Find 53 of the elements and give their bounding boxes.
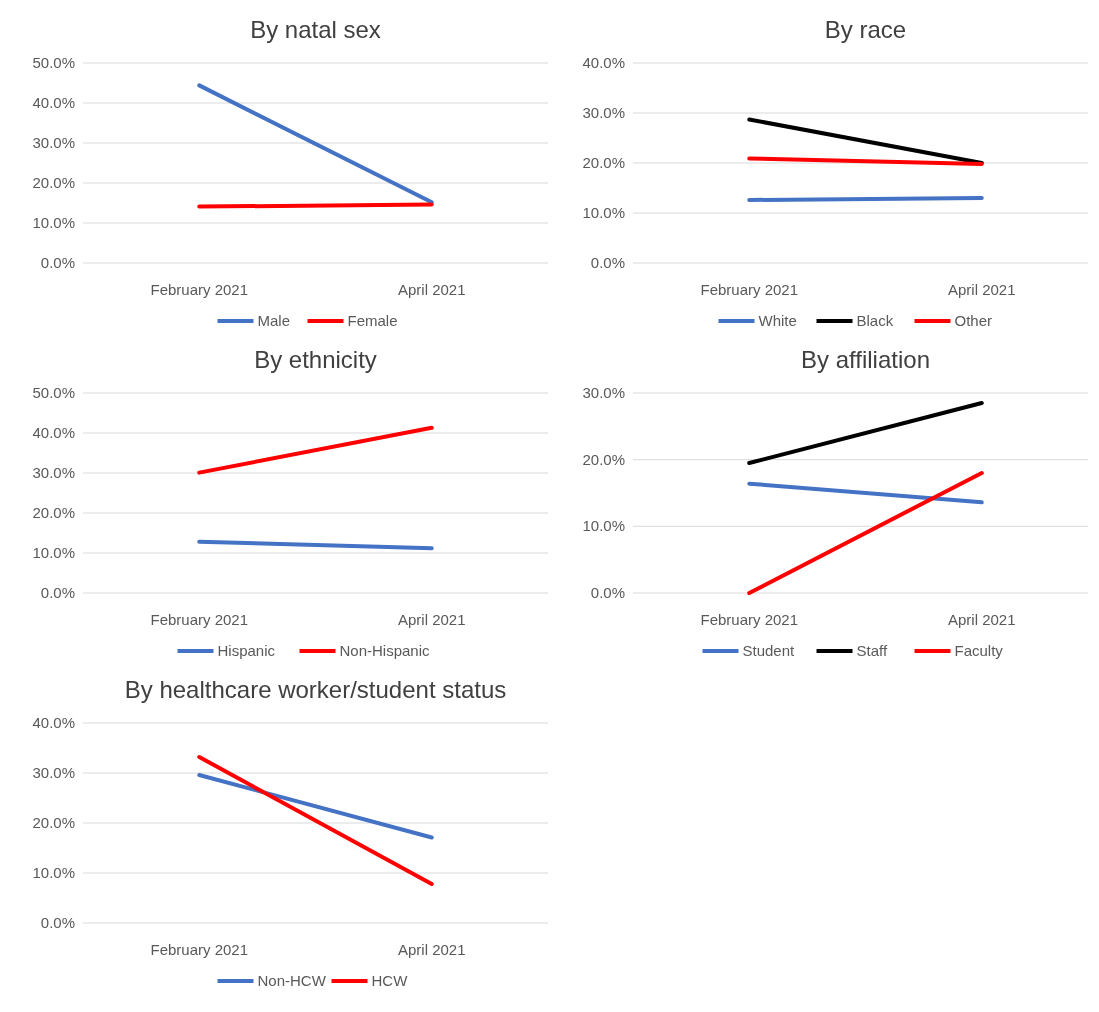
x-tick-label: February 2021 — [700, 281, 799, 298]
x-tick-label: April 2021 — [947, 611, 1016, 628]
y-tick-label: 50.0% — [32, 54, 75, 71]
y-tick-label: 20.0% — [582, 450, 625, 468]
y-tick-label: 30.0% — [32, 764, 75, 781]
legend-label: Non-Hispanic — [339, 642, 431, 659]
x-tick-label: February 2021 — [150, 611, 249, 628]
y-tick-label: 10.0% — [32, 864, 75, 881]
chart-title: By healthcare worker/student status — [124, 676, 507, 703]
chart-title: By race — [824, 16, 907, 43]
y-tick-label: 40.0% — [32, 94, 75, 111]
chart-title: By ethnicity — [254, 346, 377, 373]
legend-label: Other — [954, 312, 993, 329]
y-tick-label: 0.0% — [40, 584, 75, 601]
y-tick-label: 40.0% — [582, 54, 625, 71]
y-tick-label: 20.0% — [32, 174, 75, 191]
x-tick-label: February 2021 — [150, 281, 249, 298]
x-tick-label: April 2021 — [397, 281, 466, 298]
legend-label: Hispanic — [217, 642, 276, 659]
x-tick-label: April 2021 — [947, 281, 1016, 298]
y-tick-label: 30.0% — [582, 104, 625, 121]
y-tick-label: 10.0% — [32, 544, 75, 561]
legend-label: White — [758, 312, 797, 329]
y-tick-label: 10.0% — [582, 517, 625, 535]
y-tick-label: 10.0% — [32, 214, 75, 231]
y-tick-label: 30.0% — [582, 384, 625, 401]
x-tick-label: February 2021 — [700, 611, 799, 628]
legend-label: Male — [257, 312, 291, 329]
legend-label: Female — [347, 312, 398, 329]
y-tick-label: 0.0% — [590, 584, 625, 601]
y-tick-label: 10.0% — [582, 204, 625, 221]
y-tick-label: 20.0% — [32, 814, 75, 831]
chart-title: By natal sex — [250, 16, 381, 43]
y-tick-label: 50.0% — [32, 384, 75, 401]
y-tick-label: 30.0% — [32, 134, 75, 151]
chart-title: By affiliation — [801, 346, 930, 373]
legend-label: HCW — [371, 972, 409, 989]
x-tick-label: February 2021 — [150, 941, 249, 958]
y-tick-label: 0.0% — [590, 254, 625, 271]
legend-label: Student — [742, 642, 796, 659]
legend-label: Staff — [856, 642, 888, 659]
legend-label: Faculty — [954, 642, 1004, 659]
y-tick-label: 40.0% — [32, 424, 75, 441]
legend-label: Non-HCW — [257, 972, 327, 989]
legend-label: Black — [856, 312, 894, 329]
x-tick-label: April 2021 — [397, 941, 466, 958]
y-tick-label: 20.0% — [32, 504, 75, 521]
y-tick-label: 0.0% — [40, 254, 75, 271]
y-tick-label: 20.0% — [582, 154, 625, 171]
x-tick-label: April 2021 — [397, 611, 466, 628]
y-tick-label: 0.0% — [40, 914, 75, 931]
y-tick-label: 40.0% — [32, 714, 75, 731]
y-tick-label: 30.0% — [32, 464, 75, 481]
